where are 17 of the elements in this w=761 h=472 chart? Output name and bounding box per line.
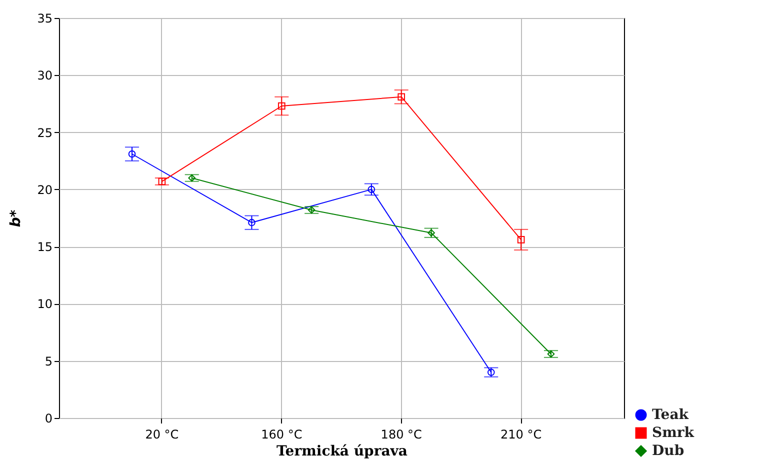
x-tick-label: 180 °C: [380, 428, 422, 442]
y-tick-label: 5: [44, 354, 52, 368]
legend-label: Teak: [652, 407, 689, 423]
y-tick-label: 25: [37, 126, 52, 140]
x-tick-label: 160 °C: [261, 428, 302, 442]
legend-label: Dub: [652, 443, 684, 459]
y-axis-title: b*: [8, 209, 24, 228]
x-tick-label: 210 °C: [500, 428, 542, 442]
y-tick-label: 30: [37, 68, 52, 83]
y-tick-label: 15: [37, 240, 52, 254]
legend-label: Smrk: [652, 425, 694, 441]
x-tick-label: 20 °C: [145, 428, 179, 442]
y-tick-label: 20: [37, 182, 52, 197]
y-tick-label: 0: [44, 412, 52, 426]
y-tick-label: 10: [37, 297, 52, 312]
y-tick-label: 35: [37, 12, 52, 26]
x-axis-title: Termická úprava: [276, 444, 408, 460]
